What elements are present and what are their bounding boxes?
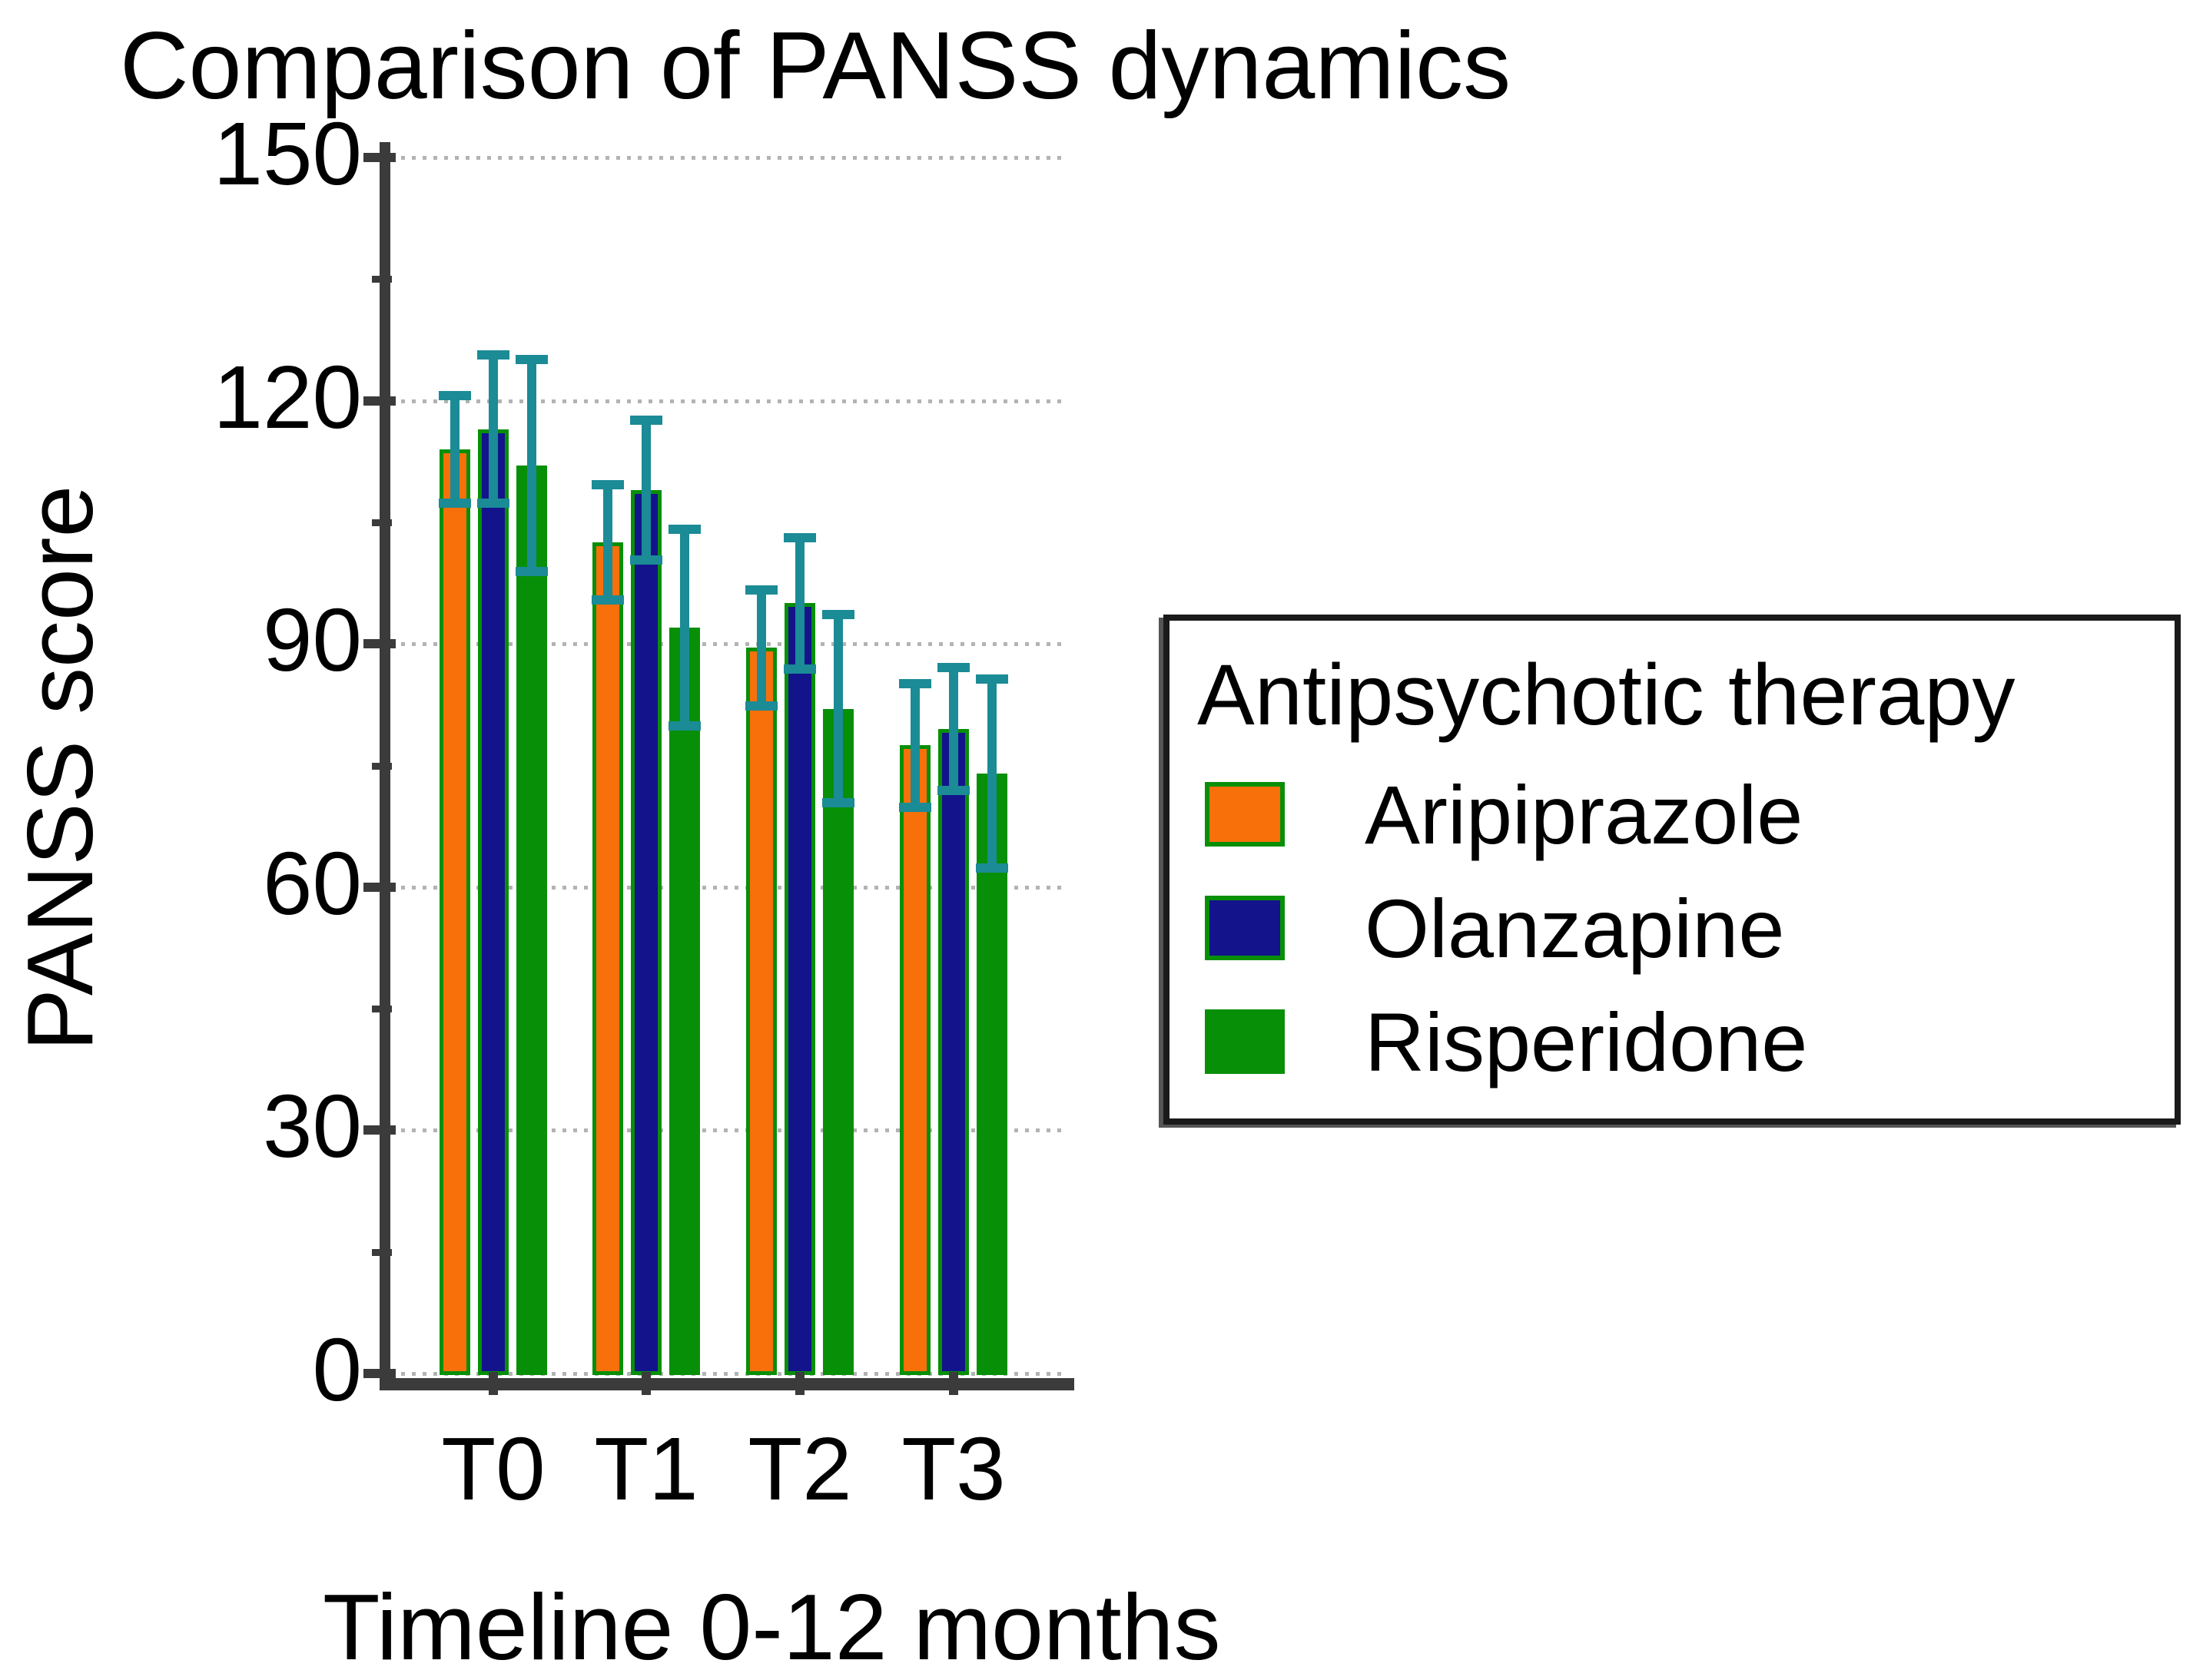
error-cap-bottom — [784, 664, 816, 674]
error-cap-bottom — [592, 595, 624, 605]
legend-label-risperidone: Risperidone — [1365, 996, 1808, 1089]
error-cap-bottom — [630, 555, 662, 565]
y-tick-label-30: 30 — [262, 1076, 362, 1177]
error-bar-T0-olanzapine — [489, 352, 498, 506]
y-tick-label-60: 60 — [262, 833, 362, 933]
error-bar-T2-aripiprazole — [757, 587, 766, 709]
gridline-30 — [390, 1128, 1068, 1133]
bar-T1-olanzapine — [631, 489, 662, 1375]
error-cap-bottom — [439, 498, 471, 508]
bar-T1-aripiprazole — [592, 542, 623, 1375]
x-axis-label: Timeline 0-12 months — [323, 1575, 1221, 1679]
gridline-90 — [390, 642, 1068, 647]
legend-label-olanzapine: Olanzapine — [1365, 882, 1785, 975]
error-bar-T0-risperidone — [527, 356, 536, 575]
x-tick-label-T2: T2 — [748, 1419, 852, 1519]
x-tick-T2 — [795, 1372, 805, 1395]
error-cap-top — [630, 415, 662, 425]
legend-swatch-olanzapine — [1205, 896, 1285, 960]
error-cap-top — [516, 354, 548, 364]
error-cap-bottom — [745, 701, 778, 711]
error-cap-top — [592, 480, 624, 490]
error-bar-T1-risperidone — [680, 526, 689, 729]
error-bar-T3-aripiprazole — [911, 680, 920, 810]
legend-box — [1163, 615, 2181, 1125]
bar-T2-aripiprazole — [746, 648, 777, 1375]
error-cap-top — [899, 678, 931, 688]
x-tick-label-T1: T1 — [594, 1419, 698, 1519]
y-tick-label-120: 120 — [213, 346, 362, 447]
bar-T0-olanzapine — [478, 429, 509, 1375]
y-tick-label-150: 150 — [213, 104, 362, 204]
error-cap-top — [976, 674, 1008, 684]
error-bar-T3-risperidone — [987, 676, 997, 871]
x-tick-label-T3: T3 — [901, 1419, 1006, 1519]
x-tick-label-T0: T0 — [441, 1419, 546, 1519]
x-tick-T1 — [642, 1372, 651, 1395]
error-cap-bottom — [669, 721, 701, 731]
y-axis-spine — [380, 142, 390, 1390]
bar-T3-aripiprazole — [900, 745, 931, 1375]
error-bar-T2-risperidone — [834, 611, 843, 807]
error-bar-T3-olanzapine — [949, 664, 958, 794]
error-bar-T1-aripiprazole — [603, 482, 612, 604]
error-cap-bottom — [899, 802, 931, 812]
error-bar-T2-olanzapine — [795, 534, 805, 673]
error-cap-bottom — [976, 863, 1008, 873]
error-cap-top — [784, 532, 816, 542]
bar-T3-risperidone — [977, 774, 1007, 1375]
bar-T2-risperidone — [823, 708, 854, 1375]
chart-title: Comparison of PANSS dynamics — [120, 13, 1511, 119]
y-axis-label: PANSS score — [8, 485, 112, 1052]
error-cap-bottom — [516, 567, 548, 577]
error-cap-bottom — [937, 786, 970, 796]
error-cap-top — [669, 525, 701, 535]
legend-swatch-aripiprazole — [1205, 782, 1285, 847]
error-bar-T1-olanzapine — [642, 416, 651, 563]
gridline-150 — [390, 156, 1068, 160]
legend-title: Antipsychotic therapy — [1197, 647, 2016, 743]
error-cap-top — [937, 662, 970, 672]
legend-label-aripiprazole: Aripiprazole — [1365, 768, 1803, 861]
x-tick-T3 — [949, 1372, 958, 1395]
legend-swatch-risperidone — [1205, 1009, 1285, 1074]
error-cap-top — [439, 391, 471, 401]
error-cap-bottom — [477, 498, 509, 508]
x-tick-T0 — [489, 1372, 498, 1395]
bar-T2-olanzapine — [785, 603, 815, 1375]
error-cap-top — [822, 609, 854, 619]
x-axis-spine — [380, 1378, 1074, 1390]
gridline-0 — [390, 1372, 1068, 1376]
gridline-120 — [390, 399, 1068, 403]
error-cap-top — [477, 350, 509, 360]
gridline-60 — [390, 885, 1068, 890]
bar-T3-olanzapine — [938, 729, 969, 1375]
error-bar-T0-aripiprazole — [450, 393, 460, 506]
y-tick-label-90: 90 — [262, 590, 362, 691]
bar-T1-risperidone — [669, 628, 700, 1375]
error-cap-top — [745, 585, 778, 595]
bar-T0-aripiprazole — [440, 449, 470, 1375]
y-tick-label-0: 0 — [312, 1320, 362, 1420]
error-cap-bottom — [822, 798, 854, 808]
bar-T0-risperidone — [516, 466, 547, 1375]
